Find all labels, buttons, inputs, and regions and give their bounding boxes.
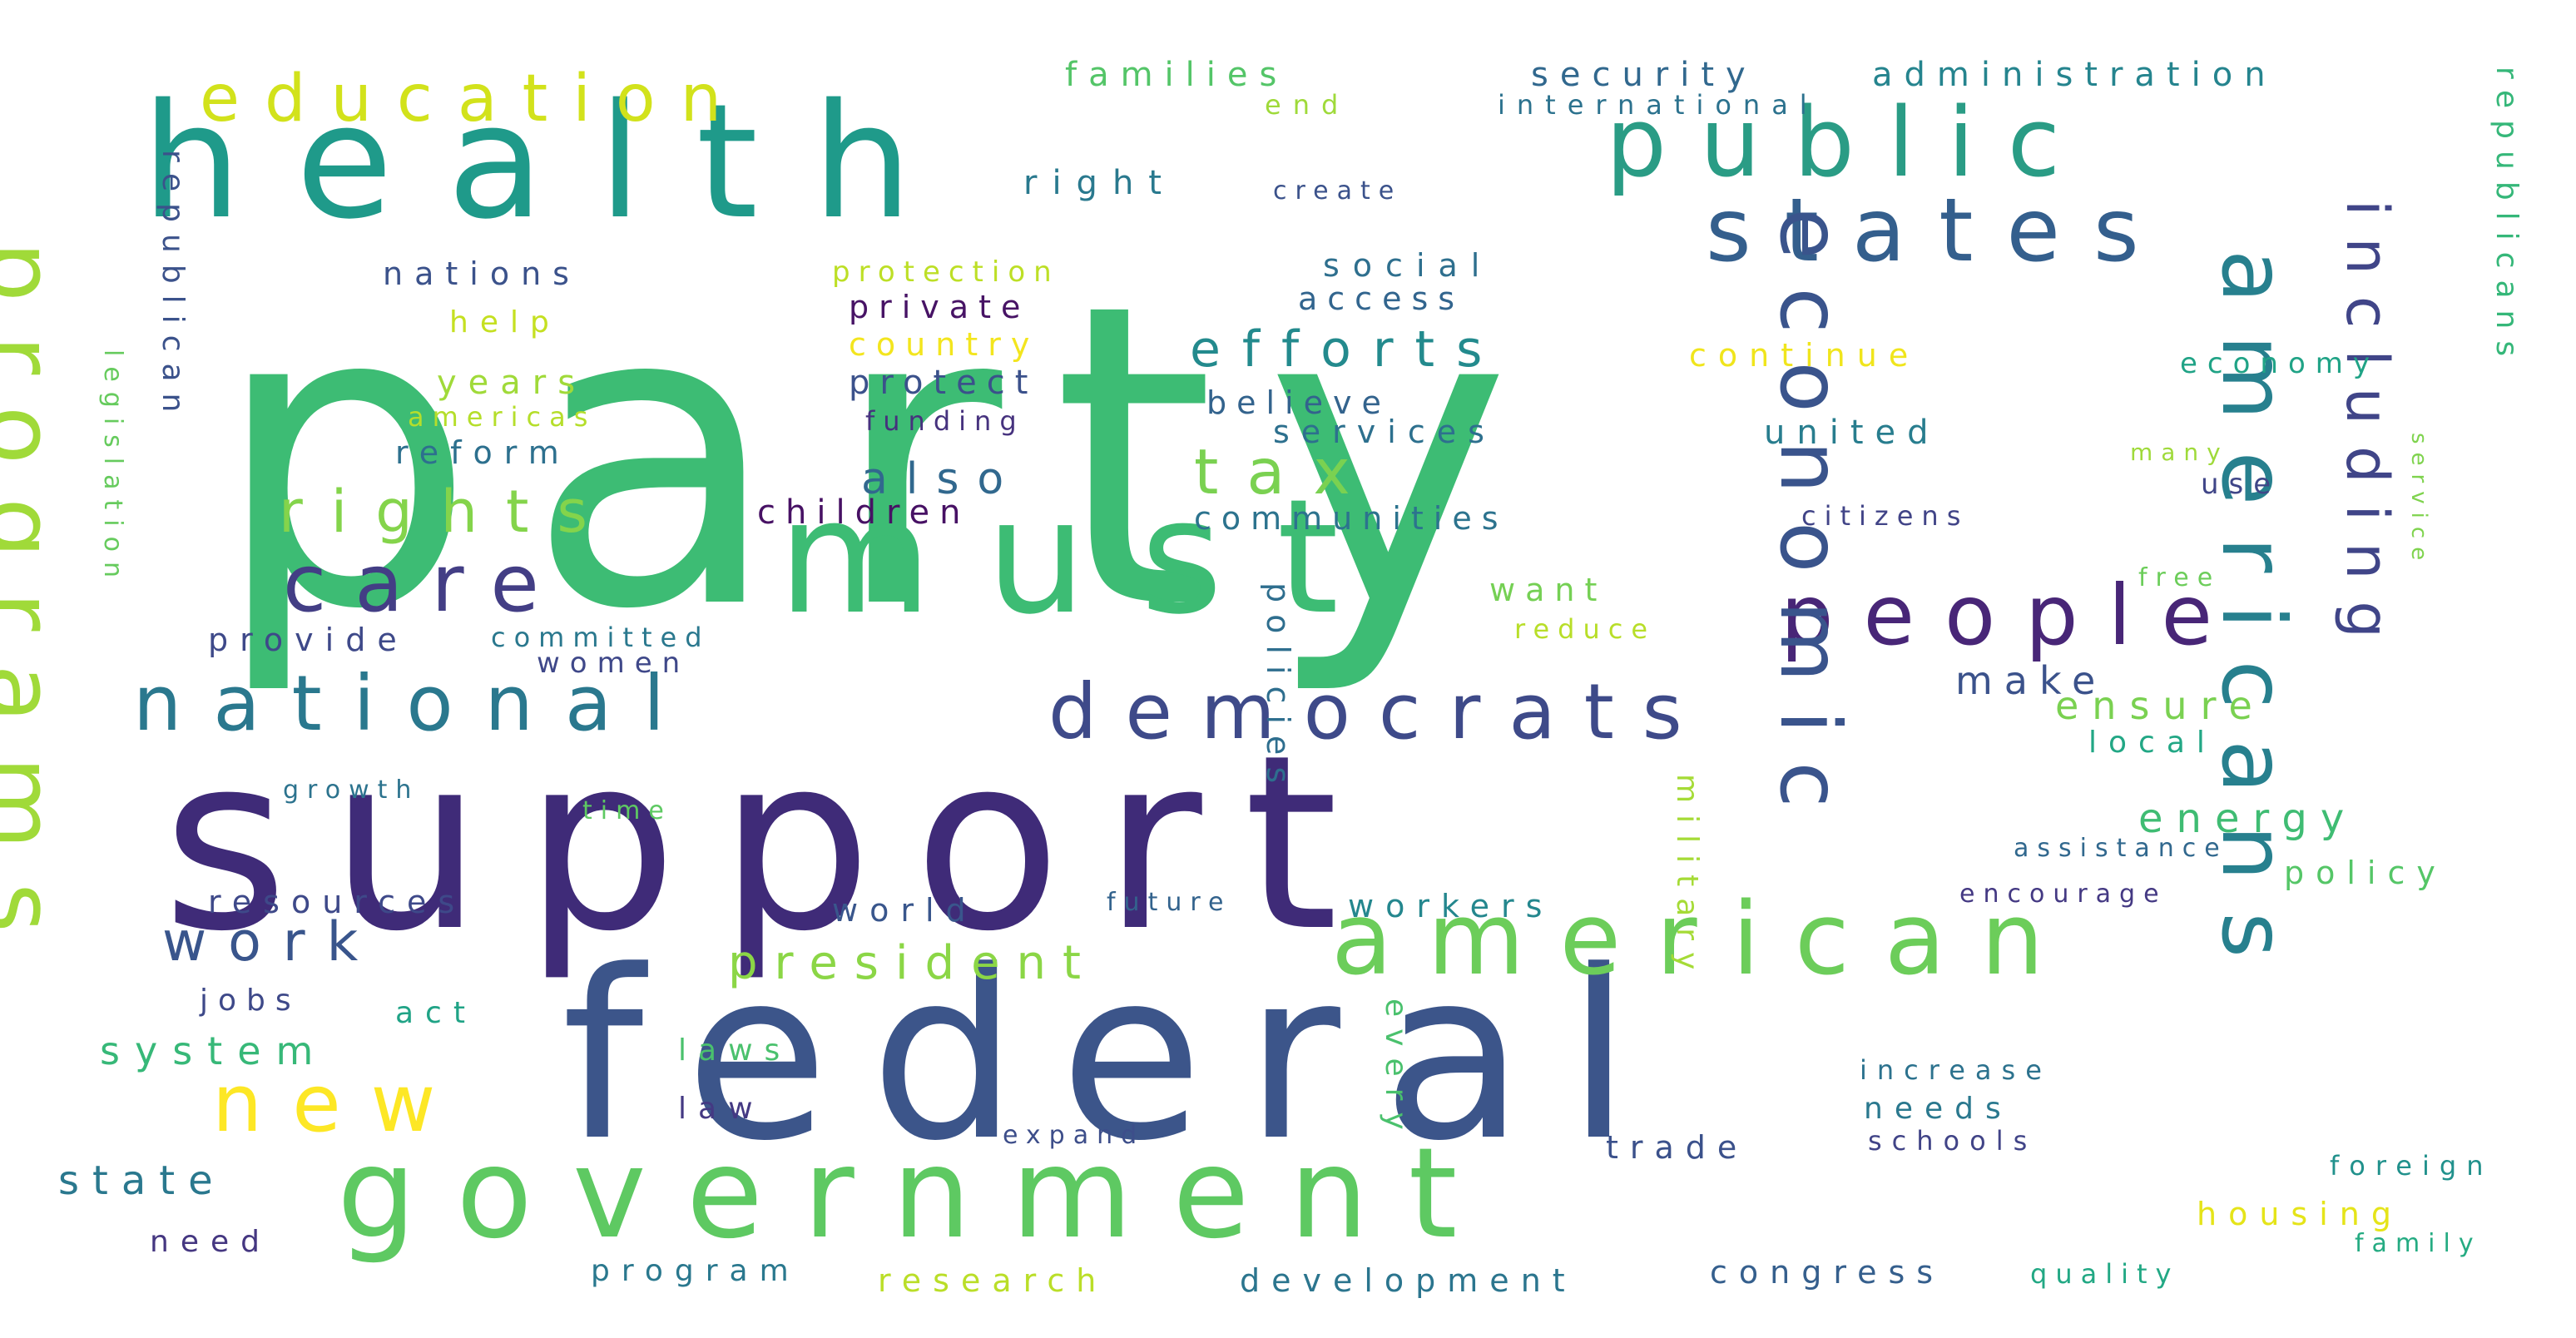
- cloud-word-use: use: [2201, 468, 2281, 501]
- cloud-word-funding: funding: [865, 405, 1025, 437]
- cloud-word-national: national: [133, 659, 696, 748]
- cloud-word-policy: policy: [2284, 855, 2447, 891]
- cloud-word-international: international: [1498, 89, 1819, 121]
- cloud-word-people: people: [1781, 567, 2242, 664]
- cloud-word-support: support: [162, 704, 1380, 984]
- cloud-word-communities: communities: [1194, 500, 1508, 537]
- cloud-word-must: must: [778, 465, 1393, 649]
- cloud-word-world: world: [832, 892, 978, 929]
- cloud-word-provide: provide: [208, 622, 409, 658]
- cloud-word-citizens: citizens: [1801, 500, 1969, 532]
- cloud-word-needs: needs: [1864, 1092, 2013, 1126]
- cloud-word-access: access: [1298, 280, 1465, 317]
- cloud-word-trade: trade: [1606, 1129, 1749, 1166]
- cloud-word-families: families: [1065, 56, 1289, 94]
- cloud-word-administration: administration: [1872, 56, 2277, 94]
- cloud-word-act: act: [395, 996, 477, 1030]
- cloud-word-free: free: [2138, 563, 2222, 592]
- cloud-word-create: create: [1273, 176, 1403, 206]
- cloud-word-congress: congress: [1710, 1254, 1945, 1291]
- cloud-word-assistance: assistance: [2014, 834, 2228, 863]
- cloud-word-growth: growth: [283, 776, 420, 805]
- cloud-word-security: security: [1531, 56, 1757, 94]
- cloud-word-rights: rights: [279, 478, 616, 546]
- cloud-word-local: local: [2088, 726, 2217, 760]
- cloud-word-protect: protect: [849, 364, 1038, 402]
- cloud-word-president: president: [728, 936, 1097, 990]
- cloud-word-tax: tax: [1194, 435, 1379, 508]
- cloud-word-government: government: [337, 1122, 1498, 1266]
- cloud-word-development: development: [1240, 1262, 1577, 1299]
- cloud-word-policies: policies: [1260, 582, 1296, 795]
- cloud-word-schools: schools: [1868, 1125, 2038, 1157]
- cloud-word-protection: protection: [832, 255, 1060, 289]
- cloud-word-every: every: [1379, 999, 1413, 1142]
- cloud-word-state: state: [58, 1157, 226, 1204]
- cloud-word-housing: housing: [2197, 1196, 2403, 1232]
- cloud-word-public: public: [1606, 87, 2094, 199]
- cloud-word-education: education: [200, 62, 747, 136]
- cloud-word-end: end: [1265, 89, 1350, 121]
- cloud-word-quality: quality: [2030, 1258, 2180, 1290]
- cloud-word-expand: expand: [1003, 1121, 1146, 1150]
- cloud-word-time: time: [582, 796, 672, 825]
- cloud-word-country: country: [849, 326, 1040, 363]
- cloud-word-legislation: legislation: [98, 349, 127, 587]
- cloud-word-encourage: encourage: [1959, 880, 2167, 909]
- cloud-word-ensure: ensure: [2055, 683, 2266, 728]
- cloud-word-years: years: [437, 364, 587, 402]
- cloud-word-new: new: [212, 1058, 466, 1150]
- cloud-word-military: military: [1670, 774, 1704, 982]
- cloud-word-need: need: [150, 1225, 271, 1259]
- cloud-word-family: family: [2355, 1229, 2482, 1258]
- cloud-word-efforts: efforts: [1190, 320, 1504, 379]
- cloud-word-help: help: [449, 305, 561, 339]
- cloud-word-americas: americas: [408, 401, 597, 433]
- cloud-word-democrats: democrats: [1048, 667, 1711, 756]
- cloud-word-committed: committed: [491, 622, 711, 653]
- cloud-word-health: health: [141, 70, 967, 254]
- cloud-word-including: including: [2333, 200, 2401, 660]
- cloud-word-reform: reform: [395, 434, 571, 471]
- cloud-word-american: american: [1331, 882, 2079, 998]
- cloud-word-energy: energy: [2138, 795, 2358, 842]
- cloud-word-nations: nations: [383, 255, 581, 292]
- cloud-word-also: also: [861, 454, 1023, 504]
- cloud-word-increase: increase: [1860, 1054, 2052, 1086]
- cloud-word-laws: laws: [678, 1033, 792, 1068]
- cloud-word-women: women: [537, 647, 691, 680]
- cloud-word-law: law: [678, 1092, 765, 1126]
- cloud-word-jobs: jobs: [200, 984, 301, 1018]
- cloud-word-want: want: [1489, 572, 1608, 608]
- cloud-word-united: united: [1764, 414, 1940, 452]
- cloud-word-believe: believe: [1206, 384, 1391, 421]
- cloud-word-research: research: [878, 1262, 1108, 1299]
- cloud-word-right: right: [1023, 164, 1177, 202]
- cloud-word-care: care: [283, 538, 567, 630]
- cloud-word-work: work: [162, 911, 380, 974]
- cloud-word-republican: republican: [156, 150, 190, 424]
- cloud-word-private: private: [849, 289, 1031, 325]
- cloud-word-children: children: [757, 493, 971, 532]
- cloud-word-republicans: republicans: [2489, 67, 2524, 369]
- cloud-word-program: program: [591, 1254, 800, 1288]
- cloud-word-continue: continue: [1689, 337, 1920, 374]
- cloud-word-make: make: [1955, 658, 2108, 703]
- cloud-word-foreign: foreign: [2330, 1150, 2494, 1182]
- cloud-word-economy: economy: [2180, 347, 2380, 380]
- cloud-word-services: services: [1273, 414, 1496, 450]
- cloud-word-resources: resources: [208, 884, 467, 920]
- cloud-word-reduce: reduce: [1514, 613, 1657, 645]
- cloud-word-party: party: [212, 216, 1562, 700]
- cloud-word-social: social: [1323, 247, 1494, 284]
- cloud-word-system: system: [100, 1028, 329, 1073]
- cloud-word-future: future: [1107, 888, 1232, 917]
- cloud-word-many: many: [2130, 439, 2229, 466]
- cloud-word-programs: programs: [0, 241, 75, 966]
- cloud-word-service: service: [2406, 433, 2431, 569]
- cloud-word-federal: federal: [562, 921, 1673, 1192]
- cloud-word-states: states: [1706, 180, 2172, 281]
- cloud-word-workers: workers: [1348, 888, 1554, 924]
